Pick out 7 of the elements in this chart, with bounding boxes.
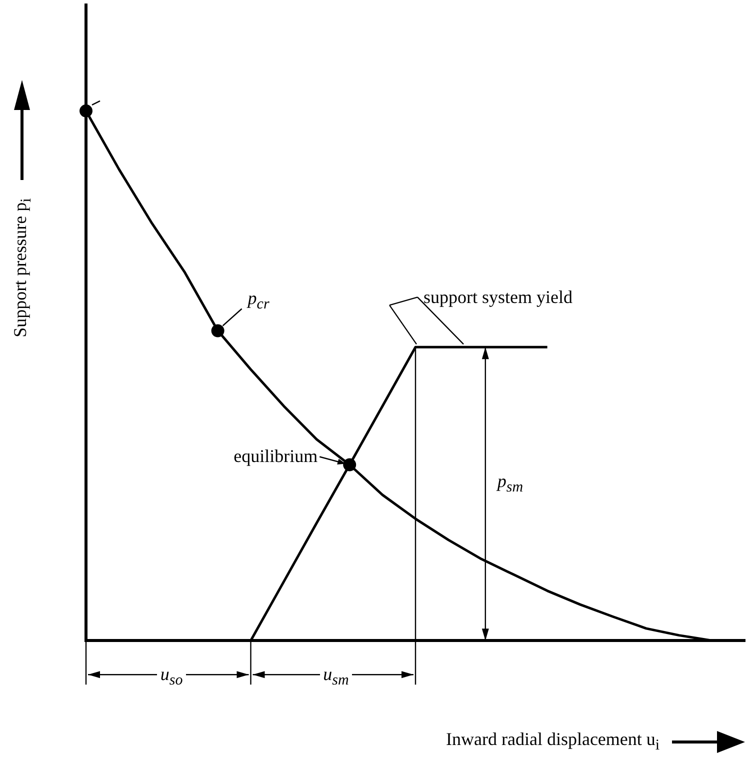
text: u$_{so}$ — [157, 664, 186, 690]
text: u$_{sm}$ — [320, 664, 352, 690]
x-axis-title: Inward radial displacement u$_{i}$ — [446, 729, 660, 755]
annotation: equilibrium — [234, 446, 318, 468]
annotation: p$_{sm}$ — [497, 470, 524, 496]
annotation: support system yield — [424, 286, 572, 308]
annotation: p$_{cr}$ — [248, 288, 270, 314]
